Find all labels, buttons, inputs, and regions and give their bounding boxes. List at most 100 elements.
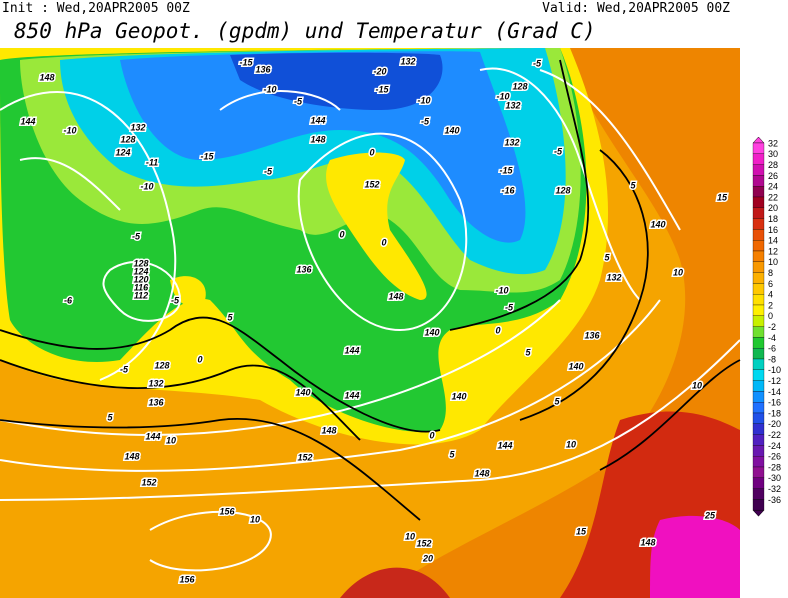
contour-label: 140 [568,361,583,371]
contour-label: 136 [296,264,312,274]
colorbar-label: -12 [768,376,781,386]
contour-label: 128 [120,134,135,144]
contour-label: 148 [640,537,655,547]
colorbar-label: -36 [768,495,781,505]
contour-label: 132 [148,378,163,388]
geopotential-isolines [0,67,741,572]
contour-label: 144 [310,115,325,125]
colorbar-label: 14 [768,236,778,246]
contour-label: 15 [717,192,728,202]
colorbar-label: -16 [768,398,781,408]
contour-label: 0 [339,229,344,239]
colorbar-label: -8 [768,354,776,364]
colorbar-label: -26 [768,452,781,462]
contour-label: 124 [115,147,130,157]
contour-label: 128 [154,360,169,370]
contour-label: -10 [496,91,509,101]
contour-label: 5 [107,412,113,422]
colorbar-label: 4 [768,290,773,300]
colorbar-label: 0 [768,311,773,321]
colorbar-swatch [752,477,765,489]
contour-label: 132 [130,122,145,132]
contour-label: 128 [512,81,527,91]
contour-label: 128 [555,185,570,195]
contour-label: -5 [554,146,563,156]
colorbar-label: -14 [768,387,781,397]
contour-label: 152 [141,477,156,487]
contour-label: 136 [148,397,164,407]
contour-label: 116 [134,282,149,292]
contour-label: 10 [673,267,683,277]
contour-label: -5 [294,96,303,106]
colorbar-swatch [752,456,765,468]
colorbar-swatch [752,315,765,327]
contour-label: -5 [264,166,273,176]
contour-label: 148 [39,72,54,82]
contour-label: 5 [227,312,233,322]
contour-label: 144 [344,390,359,400]
colorbar-swatch [752,261,765,273]
contour-label: -10 [417,95,430,105]
colorbar-label: 28 [768,160,778,170]
contour-label: 112 [134,290,148,300]
contour-label: 5 [554,396,560,406]
colorbar-label: -24 [768,441,781,451]
valid-time: Valid: Wed,20APR2005 00Z [542,1,730,16]
contour-label: 10 [692,380,702,390]
contour-label: 0 [197,354,202,364]
colorbar-label: 8 [768,268,773,278]
colorbar-label: -18 [768,408,781,418]
colorbar-label: 2 [768,300,773,310]
contour-label: 140 [295,387,310,397]
contour-labels: 148 144 132 128 124 -10 -11 -10 -5 -15 136 -10 -5 144… [19,55,730,586]
colorbar-swatch [752,499,765,511]
contour-label: 156 [219,506,235,516]
contour-label: 136 [584,330,600,340]
colorbar-swatch [752,250,765,262]
contour-label: 10 [405,531,415,541]
colorbar-swatch [752,402,765,414]
contour-label: 148 [474,468,489,478]
contour-label: 152 [416,538,431,548]
contour-label: -10 [495,285,508,295]
colorbar-swatch [752,272,765,284]
contour-label: -15 [499,165,513,175]
colorbar-swatch [752,186,765,198]
contour-label: -20 [373,66,386,76]
colorbar-label: -2 [768,322,776,332]
contour-label: 148 [310,134,325,144]
colorbar-label: 30 [768,149,778,159]
colorbar-swatch [752,229,765,241]
map-field [0,48,740,598]
colorbar-label: -6 [768,344,776,354]
contour-label: -5 [132,231,141,241]
map-title: 850 hPa Geopot. (gpdm) und Temperatur (G… [14,19,596,43]
contour-label: -5 [505,302,514,312]
colorbar-label: -22 [768,430,781,440]
contour-label: -15 [200,151,214,161]
contour-label: -5 [533,58,542,68]
contour-label: 10 [566,439,576,449]
contour-label: -10 [263,84,276,94]
colorbar-swatch [752,412,765,424]
contour-label: -15 [239,57,253,67]
init-time: Init : Wed,20APR2005 00Z [2,1,190,16]
contour-label: 0 [381,237,386,247]
contour-label: 156 [179,574,195,584]
colorbar-swatch [752,164,765,176]
colorbar-label: 10 [768,257,778,267]
colorbar-swatch [752,294,765,306]
colorbar-swatch [752,445,765,457]
contour-label: -10 [63,125,76,135]
contour-label: 144 [145,431,160,441]
colorbar-swatch [752,434,765,446]
colorbar-label: 20 [768,203,778,213]
colorbar-bottom-arrow [752,509,765,517]
contour-label: 5 [604,252,610,262]
contour-label: 132 [504,137,519,147]
contour-label: -5 [171,295,180,305]
contour-label: -11 [146,157,158,167]
contour-label: 140 [444,125,459,135]
colorbar-swatch [752,207,765,219]
colorbar-label: -28 [768,462,781,472]
